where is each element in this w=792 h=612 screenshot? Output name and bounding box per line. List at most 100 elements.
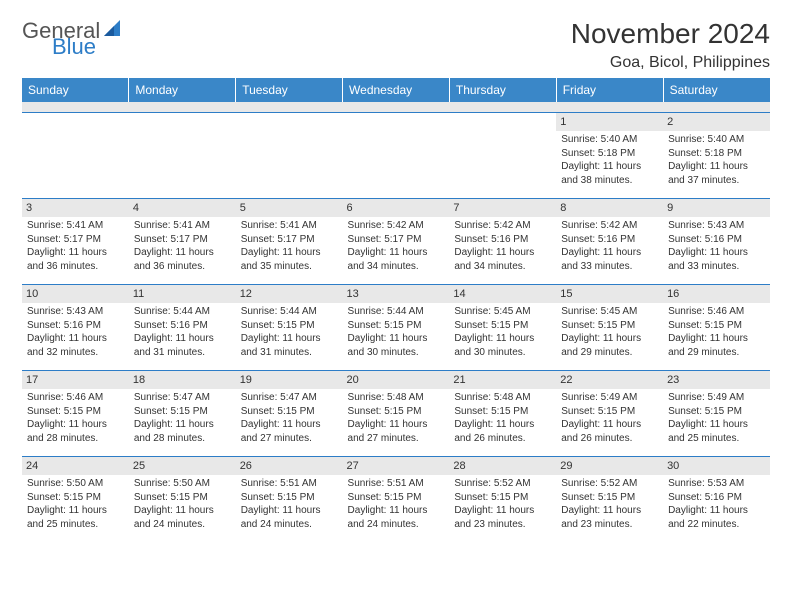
daylight-line: Daylight: 11 hours and 37 minutes. xyxy=(668,161,748,186)
daylight-line: Daylight: 11 hours and 24 minutes. xyxy=(241,505,321,530)
daylight-line: Daylight: 11 hours and 33 minutes. xyxy=(668,247,748,272)
daylight-line: Daylight: 11 hours and 26 minutes. xyxy=(561,419,641,444)
daylight-line: Daylight: 11 hours and 26 minutes. xyxy=(454,419,534,444)
day-info: Sunrise: 5:42 AMSunset: 5:16 PMDaylight:… xyxy=(454,219,551,273)
day-number: 24 xyxy=(22,457,129,476)
sunrise-line: Sunrise: 5:41 AM xyxy=(241,220,317,231)
day-info: Sunrise: 5:40 AM Sunset: 5:18 PM Daylight:… xyxy=(668,133,765,187)
calendar-week-row: 17Sunrise: 5:46 AMSunset: 5:15 PMDayligh… xyxy=(22,370,770,456)
day-info: Sunrise: 5:49 AMSunset: 5:15 PMDaylight:… xyxy=(668,391,765,445)
daylight-line: Daylight: 11 hours and 23 minutes. xyxy=(561,505,641,530)
calendar-day-cell: 26Sunrise: 5:51 AMSunset: 5:15 PMDayligh… xyxy=(236,456,343,542)
sunset-line: Sunset: 5:15 PM xyxy=(348,492,422,503)
sunset-line: Sunset: 5:15 PM xyxy=(27,492,101,503)
sunrise-line: Sunrise: 5:45 AM xyxy=(454,306,530,317)
sunrise-line: Sunrise: 5:45 AM xyxy=(561,306,637,317)
day-info: Sunrise: 5:44 AMSunset: 5:15 PMDaylight:… xyxy=(241,305,338,359)
day-info: Sunrise: 5:47 AMSunset: 5:15 PMDaylight:… xyxy=(134,391,231,445)
day-info: Sunrise: 5:46 AMSunset: 5:15 PMDaylight:… xyxy=(27,391,124,445)
sunrise-line: Sunrise: 5:51 AM xyxy=(348,478,424,489)
day-number: 12 xyxy=(236,285,343,304)
daylight-line: Daylight: 11 hours and 34 minutes. xyxy=(454,247,534,272)
calendar-day-cell: 24Sunrise: 5:50 AMSunset: 5:15 PMDayligh… xyxy=(22,456,129,542)
calendar-day-cell: 29Sunrise: 5:52 AMSunset: 5:15 PMDayligh… xyxy=(556,456,663,542)
sunrise-line: Sunrise: 5:47 AM xyxy=(241,392,317,403)
sunrise-line: Sunrise: 5:48 AM xyxy=(454,392,530,403)
sunrise-line: Sunrise: 5:41 AM xyxy=(134,220,210,231)
day-info: Sunrise: 5:48 AMSunset: 5:15 PMDaylight:… xyxy=(348,391,445,445)
sunrise-line: Sunrise: 5:41 AM xyxy=(27,220,103,231)
logo-text-blue: Blue xyxy=(52,34,96,60)
day-number: 21 xyxy=(449,371,556,390)
day-header-row: SundayMondayTuesdayWednesdayThursdayFrid… xyxy=(22,78,770,102)
sunset-line: Sunset: 5:17 PM xyxy=(134,234,208,245)
calendar-day-cell: 13Sunrise: 5:44 AMSunset: 5:15 PMDayligh… xyxy=(343,284,450,370)
sunset-line: Sunset: 5:15 PM xyxy=(27,406,101,417)
daylight-line: Daylight: 11 hours and 38 minutes. xyxy=(561,161,641,186)
calendar-week-row: 3Sunrise: 5:41 AMSunset: 5:17 PMDaylight… xyxy=(22,198,770,284)
daylight-line: Daylight: 11 hours and 32 minutes. xyxy=(27,333,107,358)
sunset-line: Sunset: 5:16 PM xyxy=(561,234,635,245)
sunset-line: Sunset: 5:16 PM xyxy=(27,320,101,331)
day-header-cell: Monday xyxy=(129,78,236,102)
calendar-day-cell: 6Sunrise: 5:42 AMSunset: 5:17 PMDaylight… xyxy=(343,198,450,284)
daylight-line: Daylight: 11 hours and 25 minutes. xyxy=(668,419,748,444)
calendar-day-cell: 15Sunrise: 5:45 AMSunset: 5:15 PMDayligh… xyxy=(556,284,663,370)
calendar-day-cell: 11Sunrise: 5:44 AMSunset: 5:16 PMDayligh… xyxy=(129,284,236,370)
daylight-line: Daylight: 11 hours and 34 minutes. xyxy=(348,247,428,272)
day-info: Sunrise: 5:40 AMSunset: 5:18 PMDaylight:… xyxy=(561,133,658,187)
day-info: Sunrise: 5:53 AMSunset: 5:16 PMDaylight:… xyxy=(668,477,765,531)
sunset-line: Sunset: 5:15 PM xyxy=(668,320,742,331)
daylight-line: Daylight: 11 hours and 30 minutes. xyxy=(454,333,534,358)
day-info: Sunrise: 5:41 AMSunset: 5:17 PMDaylight:… xyxy=(27,219,124,273)
sunrise-line: Sunrise: 5:49 AM xyxy=(561,392,637,403)
sunrise-line: Sunrise: 5:42 AM xyxy=(561,220,637,231)
day-number: 20 xyxy=(343,371,450,390)
day-number: 22 xyxy=(556,371,663,390)
calendar-day-cell: 2Sunrise: 5:40 AMSunset: 5:18 PMDaylight… xyxy=(663,112,770,198)
daylight-line: Daylight: 11 hours and 27 minutes. xyxy=(241,419,321,444)
daylight-line: Daylight: 11 hours and 22 minutes. xyxy=(668,505,748,530)
day-number: 10 xyxy=(22,285,129,304)
sunrise-line: Sunrise: 5:43 AM xyxy=(668,220,744,231)
calendar-empty-cell xyxy=(343,112,450,198)
daylight-line: Daylight: 11 hours and 28 minutes. xyxy=(134,419,214,444)
day-number: 1 xyxy=(556,113,663,132)
sunrise-line: Sunrise: 5:40 AM xyxy=(668,134,744,145)
daylight-line: Daylight: 11 hours and 24 minutes. xyxy=(134,505,214,530)
day-number: 17 xyxy=(22,371,129,390)
sunset-line: Sunset: 5:15 PM xyxy=(561,492,635,503)
day-number: 5 xyxy=(236,199,343,218)
day-number: 23 xyxy=(663,371,770,390)
sunset-line: Sunset: 5:17 PM xyxy=(27,234,101,245)
day-info: Sunrise: 5:51 AMSunset: 5:15 PMDaylight:… xyxy=(241,477,338,531)
day-info: Sunrise: 5:44 AMSunset: 5:16 PMDaylight:… xyxy=(134,305,231,359)
day-number: 4 xyxy=(129,199,236,218)
sunset-line: Sunset: 5:18 PM xyxy=(668,148,742,159)
day-number: 30 xyxy=(663,457,770,476)
location: Goa, Bicol, Philippines xyxy=(571,54,770,72)
sunset-line: Sunset: 5:16 PM xyxy=(454,234,528,245)
day-info: Sunrise: 5:51 AMSunset: 5:15 PMDaylight:… xyxy=(348,477,445,531)
calendar-empty-cell xyxy=(22,112,129,198)
sunset-line: Sunset: 5:15 PM xyxy=(454,320,528,331)
daylight-line: Daylight: 11 hours and 30 minutes. xyxy=(348,333,428,358)
title-block: November 2024 Goa, Bicol, Philippines xyxy=(571,18,770,72)
sunrise-line: Sunrise: 5:53 AM xyxy=(668,478,744,489)
day-info: Sunrise: 5:45 AMSunset: 5:15 PMDaylight:… xyxy=(561,305,658,359)
calendar-empty-cell xyxy=(236,112,343,198)
day-number: 8 xyxy=(556,199,663,218)
sunrise-line: Sunrise: 5:44 AM xyxy=(348,306,424,317)
daylight-line: Daylight: 11 hours and 31 minutes. xyxy=(241,333,321,358)
calendar-day-cell: 25Sunrise: 5:50 AMSunset: 5:15 PMDayligh… xyxy=(129,456,236,542)
day-info: Sunrise: 5:45 AM Sunset: 5:15 PM Daylight:… xyxy=(454,305,551,359)
day-number: 19 xyxy=(236,371,343,390)
daylight-line: Daylight: 11 hours and 36 minutes. xyxy=(134,247,214,272)
calendar-day-cell: 18Sunrise: 5:47 AMSunset: 5:15 PMDayligh… xyxy=(129,370,236,456)
day-info: Sunrise: 5:44 AMSunset: 5:15 PMDaylight:… xyxy=(348,305,445,359)
month-title: November 2024 xyxy=(571,18,770,50)
daylight-line: Daylight: 11 hours and 35 minutes. xyxy=(241,247,321,272)
sunset-line: Sunset: 5:16 PM xyxy=(668,234,742,245)
day-info: Sunrise: 5:42 AMSunset: 5:17 PMDaylight:… xyxy=(348,219,445,273)
sunset-line: Sunset: 5:18 PM xyxy=(561,148,635,159)
